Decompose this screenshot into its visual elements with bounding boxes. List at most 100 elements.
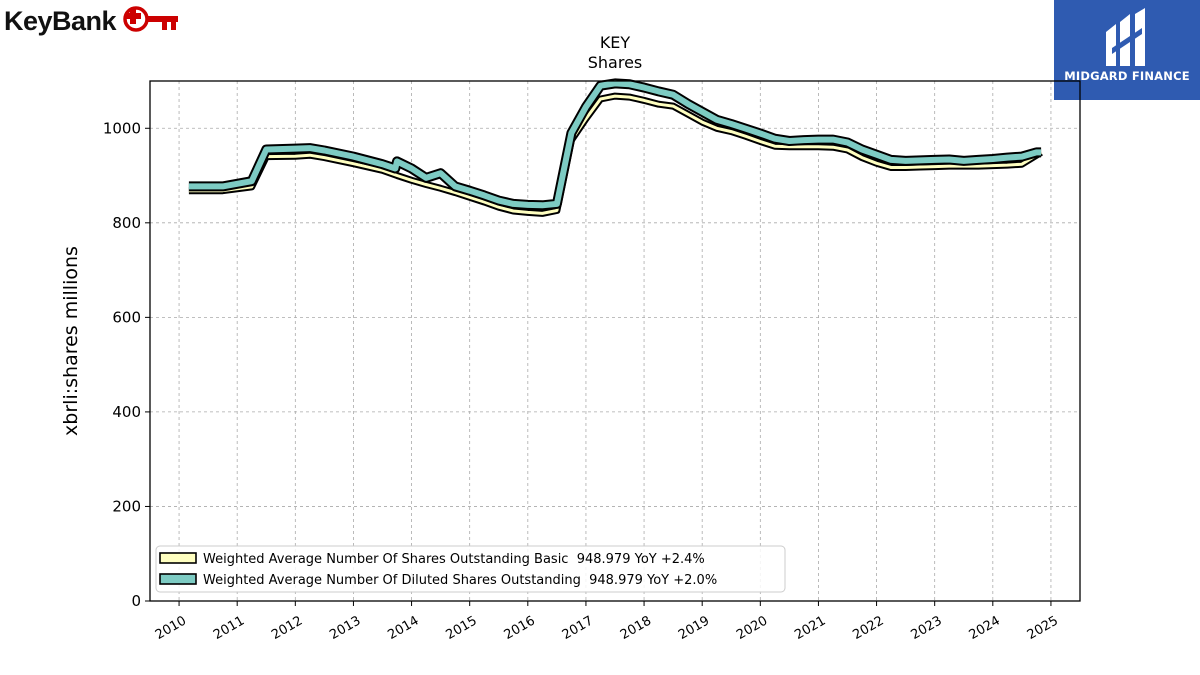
data-point-diluted — [455, 186, 456, 187]
x-tick-label: 2019 — [676, 613, 712, 643]
data-point-diluted — [731, 123, 732, 124]
x-tick-label: 2021 — [792, 613, 828, 643]
y-tick-label: 800 — [112, 214, 141, 232]
data-point-basic — [324, 157, 325, 158]
data-point-basic — [600, 98, 601, 99]
data-point-basic — [353, 163, 354, 164]
data-point-basic — [760, 141, 761, 142]
data-point-diluted — [789, 140, 790, 141]
data-point-basic — [949, 165, 950, 166]
y-tick-label: 1000 — [103, 119, 141, 137]
y-tick-label: 200 — [112, 497, 141, 515]
chart-title: KEY — [600, 33, 631, 52]
data-point-basic — [513, 210, 514, 211]
data-point-diluted — [920, 160, 921, 161]
data-point-basic — [643, 100, 644, 101]
data-point-diluted — [222, 186, 223, 187]
x-tick-label: 2015 — [444, 613, 480, 643]
data-point-basic — [818, 146, 819, 147]
data-point-basic — [905, 167, 906, 168]
data-point-diluted — [324, 150, 325, 151]
x-tick-label: 2023 — [909, 613, 945, 643]
data-point-basic — [1007, 165, 1008, 166]
data-point-basic — [992, 165, 993, 166]
data-point-diluted — [425, 177, 426, 178]
x-tick-label: 2020 — [734, 613, 770, 643]
data-point-diluted — [876, 154, 877, 155]
data-point-diluted — [188, 186, 189, 187]
data-point-diluted — [353, 156, 354, 157]
data-point-diluted — [1007, 157, 1008, 158]
data-point-basic — [789, 146, 790, 147]
data-point-basic — [832, 147, 833, 148]
data-point-basic — [411, 180, 412, 181]
data-point-diluted — [745, 128, 746, 129]
y-tick-label: 0 — [131, 592, 141, 610]
data-point-basic — [861, 157, 862, 158]
y-axis-label: xbrli:shares millions — [60, 246, 82, 436]
data-point-diluted — [1021, 156, 1022, 157]
data-point-diluted — [905, 160, 906, 161]
data-point-diluted — [803, 139, 804, 140]
data-point-diluted — [585, 106, 586, 107]
data-point-basic — [731, 131, 732, 132]
data-point-basic — [455, 192, 456, 193]
data-point-basic — [251, 186, 252, 187]
data-point-basic — [556, 210, 557, 211]
data-point-diluted — [847, 142, 848, 143]
data-point-basic — [585, 118, 586, 119]
x-tick-label: 2018 — [618, 613, 654, 643]
y-tick-label: 400 — [112, 403, 141, 421]
midgard-badge: MIDGARD FINANCE — [1054, 0, 1200, 100]
legend-box — [155, 545, 786, 593]
data-point-basic — [702, 122, 703, 123]
data-point-diluted — [687, 103, 688, 104]
data-point-diluted — [774, 138, 775, 139]
data-point-diluted — [658, 91, 659, 92]
data-point-basic — [890, 167, 891, 168]
data-point-diluted — [978, 159, 979, 160]
plot-frame — [149, 80, 1081, 602]
data-point-basic — [803, 146, 804, 147]
data-point-diluted — [890, 159, 891, 160]
data-point-diluted — [673, 94, 674, 95]
brand-logo: KeyBank — [4, 4, 180, 38]
x-tick-label: 2010 — [153, 613, 189, 643]
data-point-diluted — [949, 159, 950, 160]
data-point-basic — [847, 149, 848, 150]
data-point-basic — [1021, 164, 1022, 165]
data-point-basic — [309, 155, 310, 156]
key-icon — [122, 4, 180, 38]
data-point-diluted — [1036, 152, 1037, 153]
data-point-diluted — [832, 139, 833, 140]
data-point-diluted — [395, 168, 396, 169]
data-point-diluted — [251, 181, 252, 182]
brand-name: KeyBank — [4, 5, 117, 36]
data-point-basic — [629, 96, 630, 97]
data-point-diluted — [396, 161, 397, 162]
data-point-diluted — [484, 195, 485, 196]
data-point-basic — [934, 166, 935, 167]
data-point-basic — [876, 163, 877, 164]
data-point-diluted — [527, 204, 528, 205]
data-point-diluted — [513, 203, 514, 204]
y-tick-label: 600 — [112, 308, 141, 326]
chart-subtitle: Shares — [588, 53, 643, 72]
data-point-basic — [469, 197, 470, 198]
data-point-diluted — [571, 132, 572, 133]
data-point-basic — [745, 136, 746, 137]
midgard-logo-icon — [1102, 8, 1152, 72]
data-point-basic — [295, 156, 296, 157]
x-tick-label: 2017 — [560, 613, 596, 643]
legend-swatch — [159, 552, 197, 564]
grid — [150, 81, 1080, 601]
legend-swatch — [159, 573, 197, 585]
x-tick-label: 2012 — [269, 613, 305, 643]
data-point-diluted — [760, 133, 761, 134]
data-point-diluted — [818, 139, 819, 140]
data-point-basic — [920, 166, 921, 167]
data-point-diluted — [614, 83, 615, 84]
data-point-basic — [687, 113, 688, 114]
data-point-basic — [440, 188, 441, 189]
data-point-basic — [527, 212, 528, 213]
